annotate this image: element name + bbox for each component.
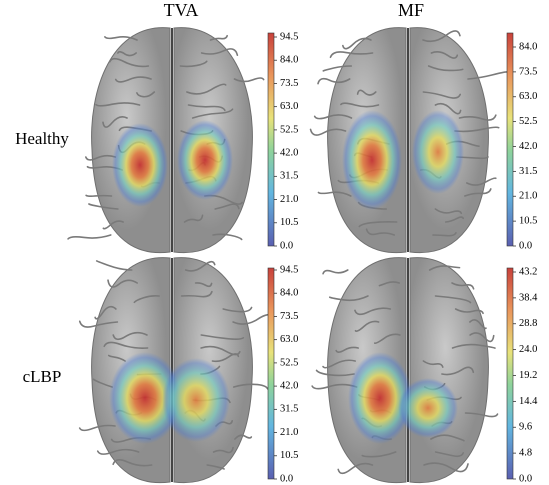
colorbar-tick-label: 9.6 xyxy=(519,422,532,433)
colorbar-tick-label: 63.0 xyxy=(519,91,537,102)
activation xyxy=(162,358,230,442)
colorbar xyxy=(268,268,274,479)
colorbar-tick-label: 0.0 xyxy=(280,240,293,251)
brain-panel xyxy=(80,258,272,483)
brain-panel xyxy=(312,258,497,483)
colorbar-tick-label: 10.5 xyxy=(280,450,298,461)
colorbar-tick-label: 73.5 xyxy=(280,311,298,322)
colorbar-tick-label: 4.8 xyxy=(519,448,532,459)
colorbar-tick-label: 0.0 xyxy=(280,473,293,484)
colorbar-tick-label: 38.4 xyxy=(519,292,538,303)
colorbar-tick-label: 31.5 xyxy=(280,171,298,182)
sulcus xyxy=(323,270,348,274)
colorbar-tick-label: 28.8 xyxy=(519,318,537,329)
colorbar-tick-label: 84.0 xyxy=(280,55,298,66)
sulcus xyxy=(68,235,111,239)
colorbar-tick-label: 84.0 xyxy=(519,41,537,52)
activation xyxy=(112,123,168,207)
colorbar-tick-label: 52.5 xyxy=(280,124,298,135)
column-title: MF xyxy=(398,0,424,20)
colorbar-tick-label: 24.0 xyxy=(519,344,537,355)
colorbar-tick-label: 43.2 xyxy=(519,266,537,277)
brain-panel xyxy=(68,28,264,253)
colorbar-tick-label: 21.0 xyxy=(280,427,298,438)
column-title: TVA xyxy=(164,0,199,20)
sulcus xyxy=(97,261,132,270)
colorbar-tick-label: 73.5 xyxy=(519,66,537,77)
row-label: Healthy xyxy=(15,129,69,148)
colorbar-tick-label: 10.5 xyxy=(519,216,537,227)
colorbar-tick-label: 21.0 xyxy=(280,194,298,205)
colorbar-tick-label: 42.0 xyxy=(519,141,537,152)
colorbar-tick-label: 73.5 xyxy=(280,78,298,89)
colorbar-tick-label: 31.5 xyxy=(519,166,537,177)
colorbar-tick-label: 21.0 xyxy=(519,191,537,202)
colorbar-tick-label: 42.0 xyxy=(280,381,298,392)
hemisphere xyxy=(410,258,488,483)
sulcus xyxy=(86,195,111,196)
colorbar-tick-label: 42.0 xyxy=(280,148,298,159)
activation xyxy=(398,378,458,438)
colorbar-tick-label: 52.5 xyxy=(280,357,298,368)
brain-panel xyxy=(311,28,508,253)
activation xyxy=(342,110,402,210)
colorbar-tick-label: 14.4 xyxy=(519,396,538,407)
colorbar-tick-label: 10.5 xyxy=(280,217,298,228)
colorbar-tick-label: 94.5 xyxy=(280,31,298,42)
colorbar-tick-label: 19.2 xyxy=(519,370,537,381)
activation xyxy=(412,110,464,194)
colorbar-tick-label: 84.0 xyxy=(280,288,298,299)
colorbar-tick-label: 63.0 xyxy=(280,334,298,345)
colorbar xyxy=(507,33,513,246)
activation xyxy=(177,120,233,200)
colorbar-tick-label: 31.5 xyxy=(280,404,298,415)
colorbar xyxy=(268,33,274,246)
colorbar-tick-label: 52.5 xyxy=(519,116,537,127)
row-label: cLBP xyxy=(23,367,62,386)
figure: TVA MF Healthy cLBP 0.0 10.5 21.0 31.5 42.0 5… xyxy=(0,0,549,485)
colorbar-tick-label: 0.0 xyxy=(519,473,532,484)
colorbar-tick-label: 94.5 xyxy=(280,264,298,275)
colorbar xyxy=(507,268,513,479)
colorbar-tick-label: 0.0 xyxy=(519,240,532,251)
colorbar-tick-label: 63.0 xyxy=(280,101,298,112)
